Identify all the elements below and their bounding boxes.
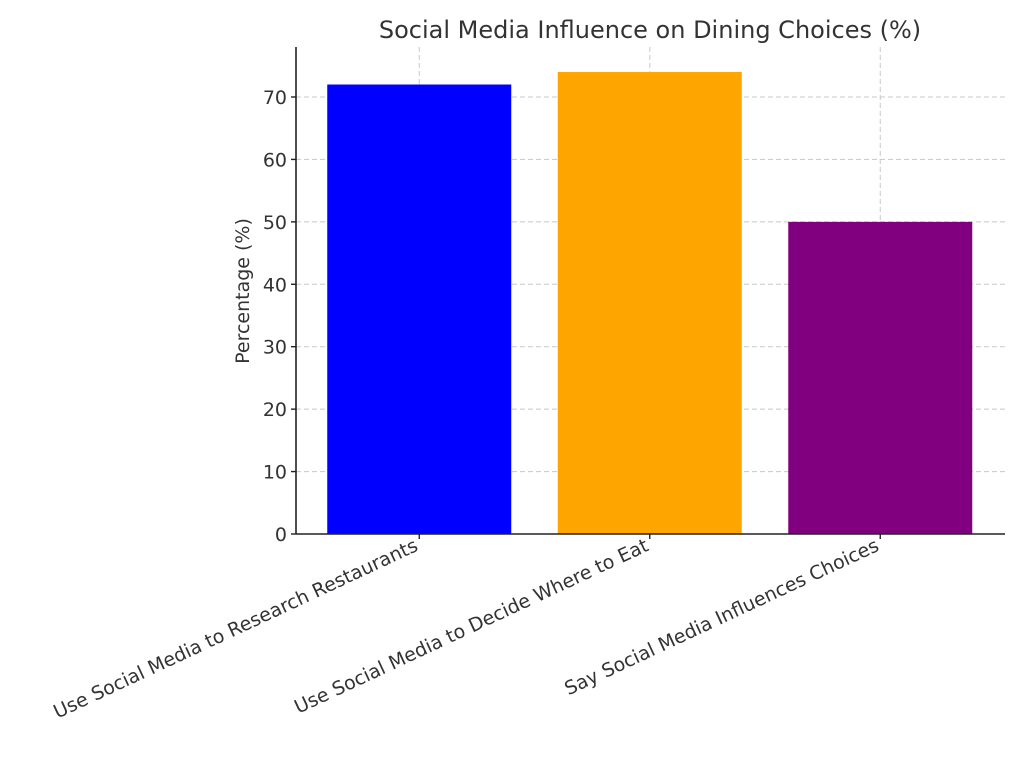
y-axis-label: Percentage (%) — [232, 218, 254, 364]
y-tick-label: 30 — [263, 337, 287, 359]
chart-title: Social Media Influence on Dining Choices… — [379, 16, 921, 44]
y-tick-label: 0 — [275, 524, 287, 546]
y-tick-label: 70 — [263, 87, 287, 109]
y-tick-label: 40 — [263, 274, 287, 296]
bar — [327, 84, 512, 534]
x-axis-ticks: Use Social Media to Research Restaurants… — [50, 534, 882, 723]
x-tick-label: Use Social Media to Decide Where to Eat — [291, 535, 652, 719]
y-tick-label: 20 — [263, 399, 287, 421]
x-tick-label: Use Social Media to Research Restaurants — [50, 535, 421, 724]
axes — [295, 47, 1005, 535]
bar — [788, 221, 973, 534]
y-tick-label: 50 — [263, 212, 287, 234]
y-tick-label: 60 — [263, 149, 287, 171]
y-axis-ticks: 0 10 20 30 40 50 60 70 — [263, 87, 296, 546]
bars — [327, 72, 973, 535]
y-tick-label: 10 — [263, 462, 287, 484]
bar — [557, 72, 742, 535]
